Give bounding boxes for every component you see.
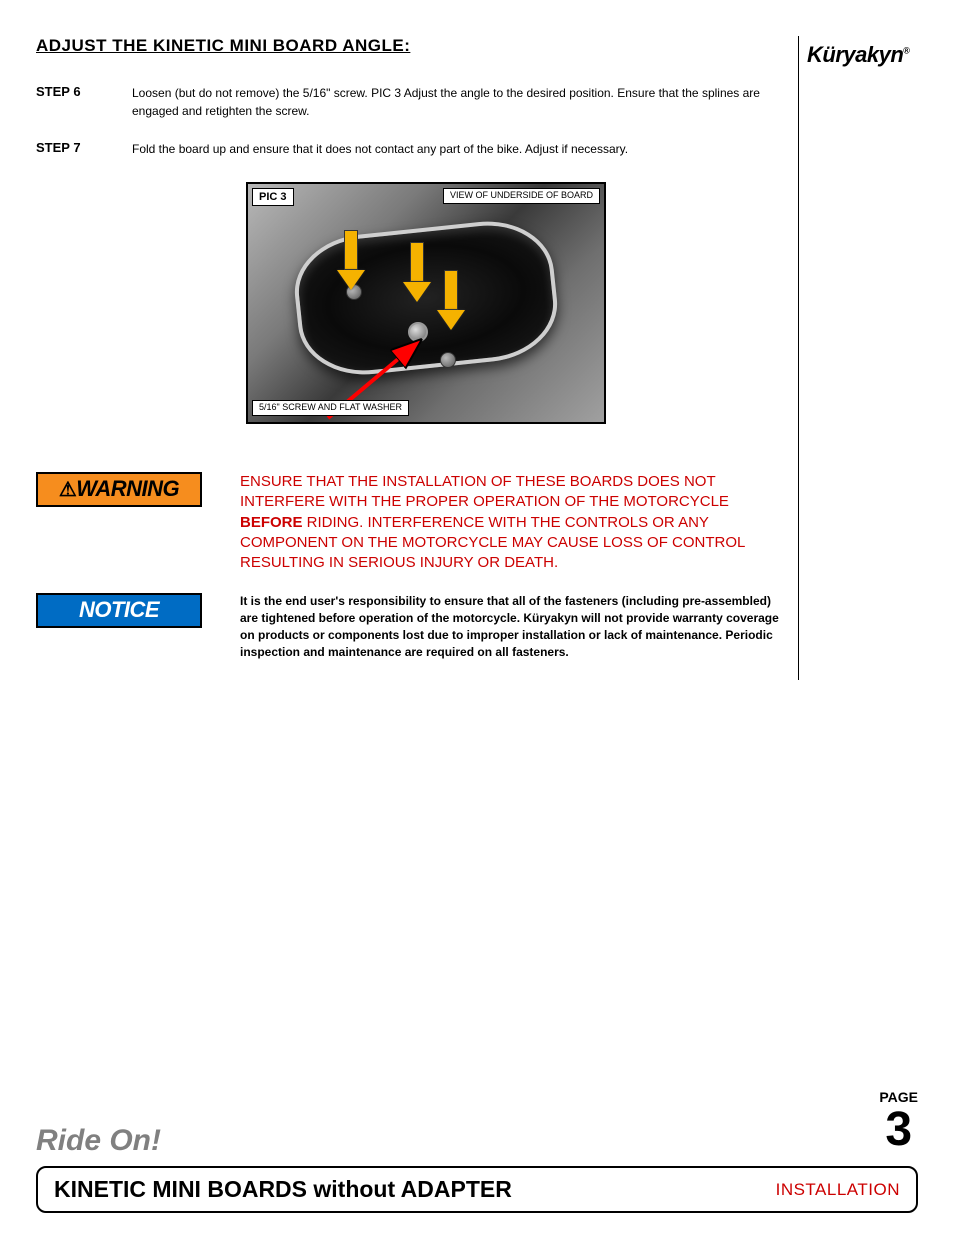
rideon-row: Ride On! PAGE 3 bbox=[36, 1090, 918, 1158]
notice-badge: NOTICE bbox=[36, 593, 202, 628]
step-row-7: STEP 7 Fold the board up and ensure that… bbox=[36, 140, 780, 158]
pic-3-frame: PIC 3 VIEW OF UNDERSIDE OF BOARD 5/16" S… bbox=[246, 182, 606, 424]
pic-number-label: PIC 3 bbox=[252, 188, 294, 206]
warning-bold: BEFORE bbox=[240, 514, 303, 531]
warning-badge: WARNING bbox=[36, 472, 202, 507]
pic-screw-label: 5/16" SCREW AND FLAT WASHER bbox=[252, 400, 409, 416]
warning-paragraph: ENSURE THAT THE INSTALLATION OF THESE BO… bbox=[240, 472, 780, 573]
notice-block: NOTICE It is the end user's responsibili… bbox=[36, 593, 780, 660]
section-heading: ADJUST THE KINETIC MINI BOARD ANGLE: bbox=[36, 36, 780, 56]
center-screw-icon bbox=[408, 322, 428, 342]
rideon-text: Ride On! bbox=[36, 1124, 161, 1158]
brand-logo: Küryakyn® bbox=[807, 42, 918, 68]
step-label: STEP 6 bbox=[36, 84, 100, 120]
warning-text: ENSURE THAT THE INSTALLATION OF THESE BO… bbox=[210, 472, 780, 573]
arrow-down-yellow-icon bbox=[410, 242, 431, 302]
step-text: Fold the board up and ensure that it doe… bbox=[132, 140, 628, 158]
side-column: Küryakyn® bbox=[798, 36, 918, 680]
badge-col: WARNING bbox=[36, 472, 202, 507]
pic-view-label: VIEW OF UNDERSIDE OF BOARD bbox=[443, 188, 600, 204]
footer-bar: KINETIC MINI BOARDS without ADAPTER INST… bbox=[36, 1166, 918, 1213]
notice-text: It is the end user's responsibility to e… bbox=[210, 593, 780, 660]
main-column: ADJUST THE KINETIC MINI BOARD ANGLE: STE… bbox=[36, 36, 798, 680]
footer-area: Ride On! PAGE 3 KINETIC MINI BOARDS with… bbox=[36, 1090, 918, 1213]
badge-col: NOTICE bbox=[36, 593, 202, 628]
page-number: 3 bbox=[885, 1103, 912, 1156]
warning-block: WARNING ENSURE THAT THE INSTALLATION OF … bbox=[36, 472, 780, 573]
warning-pre: ENSURE THAT THE INSTALLATION OF THESE BO… bbox=[240, 473, 729, 510]
page-wrap: ADJUST THE KINETIC MINI BOARD ANGLE: STE… bbox=[36, 36, 918, 680]
brand-name: Küryakyn bbox=[807, 42, 903, 67]
warning-post: RIDING. INTERFERENCE WITH THE CONTROLS O… bbox=[240, 514, 745, 572]
screw-hole-icon bbox=[440, 352, 456, 368]
step-text: Loosen (but do not remove) the 5/16" scr… bbox=[132, 84, 780, 120]
arrow-down-yellow-icon bbox=[344, 230, 365, 290]
footer-title: KINETIC MINI BOARDS without ADAPTER bbox=[54, 1176, 512, 1203]
footer-tag: INSTALLATION bbox=[776, 1180, 900, 1200]
step-label: STEP 7 bbox=[36, 140, 100, 158]
pic-wrap: PIC 3 VIEW OF UNDERSIDE OF BOARD 5/16" S… bbox=[246, 182, 780, 424]
brand-trademark: ® bbox=[903, 46, 909, 56]
step-row-6: STEP 6 Loosen (but do not remove) the 5/… bbox=[36, 84, 780, 120]
page-block: PAGE 3 bbox=[879, 1090, 918, 1154]
arrow-down-yellow-icon bbox=[444, 270, 465, 330]
page-label: PAGE bbox=[879, 1090, 918, 1104]
notice-paragraph: It is the end user's responsibility to e… bbox=[240, 593, 780, 660]
